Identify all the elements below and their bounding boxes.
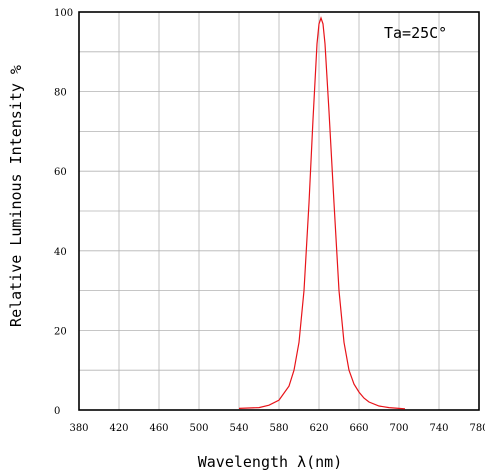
- y-tick-label: 80: [54, 88, 67, 99]
- x-axis-title: Wavelength λ(nm): [198, 453, 343, 471]
- y-tick-label: 20: [54, 326, 67, 337]
- y-axis-title: Relative Luminous Intensity %: [7, 65, 25, 327]
- x-tick-label: 780: [469, 423, 485, 434]
- spectrum-line: [238, 16, 406, 410]
- x-tick-label: 500: [189, 423, 208, 434]
- x-tick-label: 700: [389, 423, 408, 434]
- x-tick-label: 740: [429, 423, 448, 434]
- temperature-annotation: Ta=25C°: [384, 24, 447, 42]
- grid: [79, 12, 479, 410]
- x-tick-label: 540: [229, 423, 248, 434]
- x-tick-label: 620: [309, 423, 328, 434]
- x-tick-label: 580: [269, 423, 288, 434]
- y-tick-label: 60: [54, 167, 67, 178]
- plot-frame: [78, 11, 480, 411]
- y-tick-label: 40: [54, 247, 67, 258]
- x-tick-label: 460: [149, 423, 168, 434]
- y-tick-labels: 0 20 40 60 80 100: [54, 8, 73, 417]
- y-tick-label: 0: [54, 406, 60, 417]
- x-tick-label: 380: [69, 423, 88, 434]
- x-tick-label: 660: [349, 423, 368, 434]
- y-tick-label: 100: [54, 8, 73, 19]
- x-tick-labels: 380 420 460 500 540 580 620 660 700 740 780: [69, 423, 485, 434]
- x-tick-label: 420: [109, 423, 128, 434]
